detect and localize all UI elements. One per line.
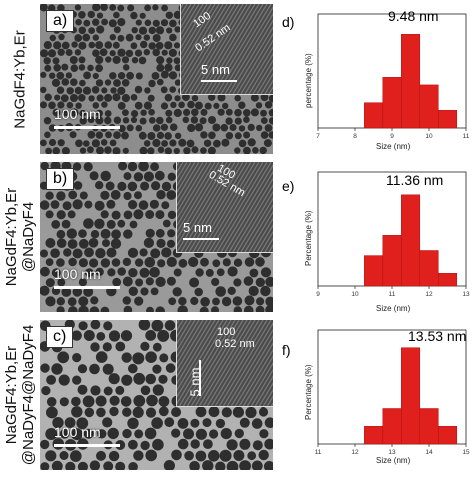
- row-label-2-line-1: NaGdF4:Yb,Er: [3, 187, 20, 287]
- histogram-bar: [364, 255, 384, 287]
- histogram-bar: [438, 110, 458, 129]
- row-label-2: NaGdF4:Yb,Er @NaDyF4: [0, 158, 40, 316]
- x-tick-label: 7: [316, 133, 320, 140]
- scale-bar-label-c: 100 nm: [54, 424, 101, 440]
- tem-image-a: 100 0.52 nm 5 nm a) 100 nm: [40, 4, 273, 154]
- inset-scale-bar-b: [183, 238, 219, 240]
- y-axis-label-e: Percentage (%): [304, 210, 313, 266]
- row-label-3-line-2: @NaDyF4@NaDyF4: [20, 324, 38, 466]
- lattice-fringes-b: [177, 162, 273, 252]
- histogram-bar: [382, 235, 402, 287]
- histogram-plot-e: 9 10 11 12 13: [316, 171, 470, 298]
- row-label-3-text: NaGdF4:Yb,Er @NaDyF4@NaDyF4: [3, 325, 37, 465]
- x-axis-label-d: Size (nm): [376, 142, 411, 151]
- panel-label-c: c): [46, 326, 74, 348]
- inset-scale-label-b: 5 nm: [183, 220, 212, 235]
- panel-label-d: d): [282, 14, 295, 30]
- x-tick-label: 11: [315, 449, 322, 456]
- row-label-3: NaGdF4:Yb,Er @NaDyF4@NaDyF4: [0, 316, 40, 474]
- lattice-plane-c: 100: [217, 326, 236, 338]
- histogram-bar: [401, 347, 421, 445]
- x-tick-label: 10: [351, 291, 359, 298]
- lattice-fringes-c: [177, 320, 273, 406]
- x-axis-label-f: Size (nm): [376, 456, 411, 465]
- inset-scale-bar-c: [199, 360, 201, 396]
- row-label-1-line-1: NaGdF4:Yb,Er: [11, 29, 29, 129]
- histogram-plot-d: 7 8 9 10 11: [316, 13, 470, 140]
- scale-bar-label-b: 100 nm: [54, 266, 101, 282]
- mean-size-label-f: 13.53 nm: [408, 328, 467, 344]
- histogram-f: 11 12 13 14 15 f) 13.53 nm Percentage (%) Si…: [278, 316, 474, 474]
- row-label-2-line-2: @NaDyF4: [20, 201, 37, 273]
- row-label-1-text: NaGdF4:Yb,Er: [12, 30, 29, 128]
- panel-label-e: e): [282, 178, 295, 194]
- histogram-bar: [438, 273, 458, 287]
- histogram-bar: [364, 102, 384, 129]
- inset-scale-label-a: 5 nm: [201, 62, 230, 77]
- y-axis-label-f: Percentage (%): [304, 364, 313, 420]
- histogram-e: 9 10 11 12 13 e) 11.36 nm Percentage (%) Siz…: [278, 158, 474, 316]
- x-tick-label: 11: [389, 291, 396, 298]
- row-label-2-text: NaGdF4:Yb,Er @NaDyF4: [3, 188, 37, 286]
- x-tick-label: 13: [388, 449, 396, 456]
- histogram-plot-f: 11 12 13 14 15: [315, 329, 470, 456]
- scale-bar-a: [54, 126, 120, 129]
- inset-scale-bar-a: [201, 80, 237, 82]
- panel-label-b: b): [46, 168, 75, 190]
- tem-image-c: 100 0.52 nm 5 nm c) 100 nm: [40, 320, 273, 470]
- x-tick-label: 14: [425, 449, 433, 456]
- histogram-bar: [401, 194, 421, 287]
- mean-size-label-e: 11.36 nm: [386, 172, 444, 188]
- row-label-3-line-1: NaGdF4:Yb,Er: [3, 345, 21, 445]
- scale-bar-b: [54, 286, 120, 289]
- histogram-bar: [401, 34, 421, 129]
- scale-bar-c: [54, 444, 120, 447]
- histogram-d: 7 8 9 10 11 d) 9.48 nm percentage (%) Size (…: [278, 0, 474, 158]
- x-tick-label: 9: [390, 133, 394, 140]
- x-tick-label: 11: [463, 133, 470, 140]
- hrtem-inset-a: 100 0.52 nm 5 nm: [180, 4, 273, 95]
- histogram-bar: [419, 408, 439, 445]
- scale-bar-label-a: 100 nm: [54, 106, 101, 122]
- x-tick-label: 12: [425, 291, 433, 298]
- panel-label-f: f): [282, 342, 291, 358]
- tem-image-b: 100 0.52 nm 5 nm b) 100 nm: [40, 162, 273, 312]
- y-axis-label-d: percentage (%): [304, 53, 313, 108]
- lattice-spacing-c: 0.52 nm: [215, 338, 255, 350]
- x-tick-label: 9: [316, 291, 320, 298]
- x-tick-label: 13: [462, 291, 470, 298]
- x-axis-label-e: Size (nm): [376, 304, 411, 313]
- panel-label-a: a): [46, 10, 75, 32]
- lattice-fringes-a: [181, 4, 273, 94]
- x-tick-label: 15: [462, 449, 470, 456]
- histogram-bar: [419, 250, 439, 287]
- histogram-bar: [364, 426, 384, 445]
- histogram-bar: [382, 77, 402, 129]
- x-tick-label: 12: [351, 449, 359, 456]
- hrtem-inset-b: 100 0.52 nm 5 nm: [176, 162, 273, 253]
- x-tick-label: 10: [425, 133, 433, 140]
- row-label-1: NaGdF4:Yb,Er: [0, 0, 40, 158]
- histogram-bar: [419, 84, 439, 129]
- histogram-bar: [438, 426, 458, 445]
- histogram-bar: [382, 408, 402, 445]
- hrtem-inset-c: 100 0.52 nm 5 nm: [176, 320, 273, 407]
- x-tick-label: 8: [353, 133, 357, 140]
- mean-size-label-d: 9.48 nm: [388, 8, 439, 24]
